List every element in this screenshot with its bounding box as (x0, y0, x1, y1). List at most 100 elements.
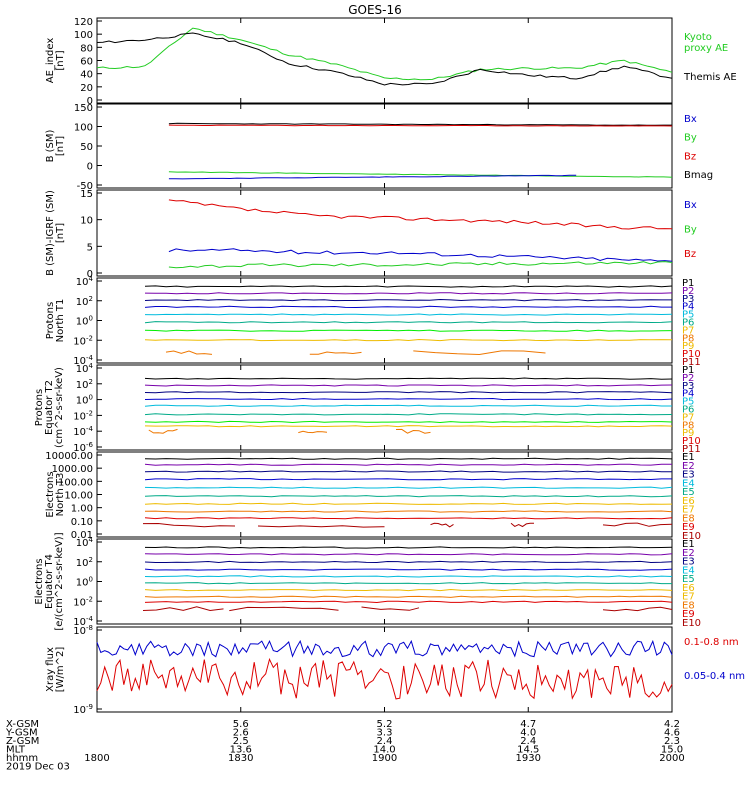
x-row-value: 13.6 (230, 745, 252, 756)
y-tick-label: 102 (76, 556, 93, 569)
channel-line-7-10 (142, 606, 224, 612)
legend-entry: E8 (682, 600, 695, 611)
legend-entry: E3 (682, 557, 695, 568)
channel-line-5-5 (144, 404, 672, 407)
channel-line-6-10 (430, 522, 454, 528)
channel-line-7-4 (144, 568, 673, 571)
legend-entry: By (684, 225, 697, 236)
legend-entry: P10 (682, 349, 701, 360)
channel-line-6-7 (144, 502, 673, 505)
legend-entry: P11 (682, 357, 701, 368)
legend-entry: E7 (682, 505, 695, 516)
x-row-value: 2.4 (377, 736, 393, 747)
b-sm-series-bmag (168, 122, 672, 126)
y-tick-label: 10-6 (73, 441, 93, 454)
y-axis-label: [W/m^2] (55, 647, 66, 693)
channel-line-4-2 (144, 292, 673, 295)
channel-line-4-8 (144, 338, 673, 342)
x-row-value: 1800 (84, 753, 109, 764)
x-row-label: Y-GSM (5, 728, 38, 739)
channel-line-5-1 (144, 377, 673, 380)
legend-entry: E6 (682, 583, 695, 594)
channel-line-7-6 (144, 582, 672, 585)
legend-entry: E3 (682, 470, 695, 481)
y-axis-label: Electrons (34, 558, 45, 604)
channel-line-5-9 (148, 428, 178, 434)
panel-frame-5 (96, 364, 673, 451)
panel-frame-3 (96, 189, 673, 277)
x-row-value: 1830 (228, 753, 253, 764)
legend-entry: P8 (682, 420, 694, 431)
legend-entry: E10 (682, 531, 701, 542)
legend-entry: E6 (682, 496, 695, 507)
legend-entry: Themis AE (683, 72, 737, 83)
channel-line-5-9 (298, 430, 328, 434)
y-tick-label: 0 (87, 162, 93, 173)
channel-line-5-9 (395, 428, 431, 434)
y-tick-label: 100 (74, 30, 93, 41)
y-tick-label: 0.01 (71, 530, 93, 541)
channel-line-5-3 (144, 391, 673, 394)
y-tick-label: 10-9 (73, 703, 93, 716)
x-axis-date: 2019 Dec 03 (6, 762, 70, 773)
xray-series-long (96, 639, 673, 658)
y-tick-label: 100.00 (58, 477, 93, 488)
channel-line-5-7 (144, 420, 673, 424)
y-axis-label: North T3 (55, 473, 66, 517)
y-tick-label: 10-4 (73, 354, 93, 367)
channel-line-5-8 (144, 425, 673, 428)
panel-frame-8 (96, 626, 673, 713)
y-axis-label: North T1 (55, 299, 66, 343)
b-igrf-series-by (168, 261, 673, 269)
channel-line-6-4 (144, 478, 672, 481)
channel-line-7-1 (144, 546, 673, 549)
y-tick-label: 10.00 (64, 491, 93, 502)
legend-entry: P5 (682, 397, 694, 408)
y-tick-label: 120 (74, 17, 93, 28)
channel-line-4-6 (144, 321, 673, 324)
y-tick-label: 102 (76, 378, 93, 391)
y-axis-label: B (SM)-IGRF (SM) (45, 190, 56, 276)
legend-entry: Bz (684, 151, 696, 162)
panel-frame-7 (96, 538, 673, 625)
y-tick-label: 100 (76, 315, 93, 328)
y-tick-label: 20 (80, 83, 93, 94)
y-tick-label: 15 (80, 189, 93, 200)
y-axis-label: (cm^2-s-sr-keV) (54, 367, 65, 448)
legend-entry: E4 (682, 478, 695, 489)
legend-entry: P5 (682, 310, 694, 321)
legend-entry: P7 (682, 325, 694, 336)
legend-entry: E5 (682, 574, 695, 585)
legend-entry: P6 (682, 318, 694, 329)
y-axis-label: Equator T4 (44, 554, 55, 609)
channel-line-7-3 (144, 560, 673, 564)
channel-line-5-4 (144, 397, 673, 401)
legend-entry: P9 (682, 341, 694, 352)
y-tick-label: 10000.00 (45, 451, 93, 462)
y-axis-label: Protons (45, 302, 56, 339)
legend-entry: P4 (682, 302, 694, 313)
y-tick-label: 60 (80, 57, 93, 68)
legend-entry: P7 (682, 412, 694, 423)
legend-entry: E9 (682, 522, 695, 533)
x-row-value: 1930 (516, 753, 541, 764)
x-row-label: hhmm (6, 753, 38, 764)
legend-entry: 0.05-0.4 nm (684, 671, 745, 682)
y-tick-label: 0 (87, 269, 93, 280)
legend-entry: Bx (684, 200, 697, 211)
legend-entry: By (684, 133, 697, 144)
ae-series-themis-ae (96, 32, 673, 86)
channel-line-4-1 (144, 285, 673, 288)
x-row-value: 5.2 (377, 719, 393, 730)
panel-frame-2 (96, 103, 673, 189)
y-tick-label: 0.10 (71, 517, 93, 528)
x-row-label: X-GSM (6, 719, 39, 730)
x-row-value: 2.3 (664, 736, 680, 747)
legend-entry: E1 (682, 539, 695, 550)
y-tick-label: 10-8 (73, 624, 93, 637)
y-tick-label: 1.00 (71, 504, 93, 515)
legend-entry: Bmag (684, 170, 713, 181)
legend-entry: P3 (682, 381, 694, 392)
channel-line-7-8 (144, 595, 673, 598)
y-axis-label: [nT] (55, 136, 66, 156)
